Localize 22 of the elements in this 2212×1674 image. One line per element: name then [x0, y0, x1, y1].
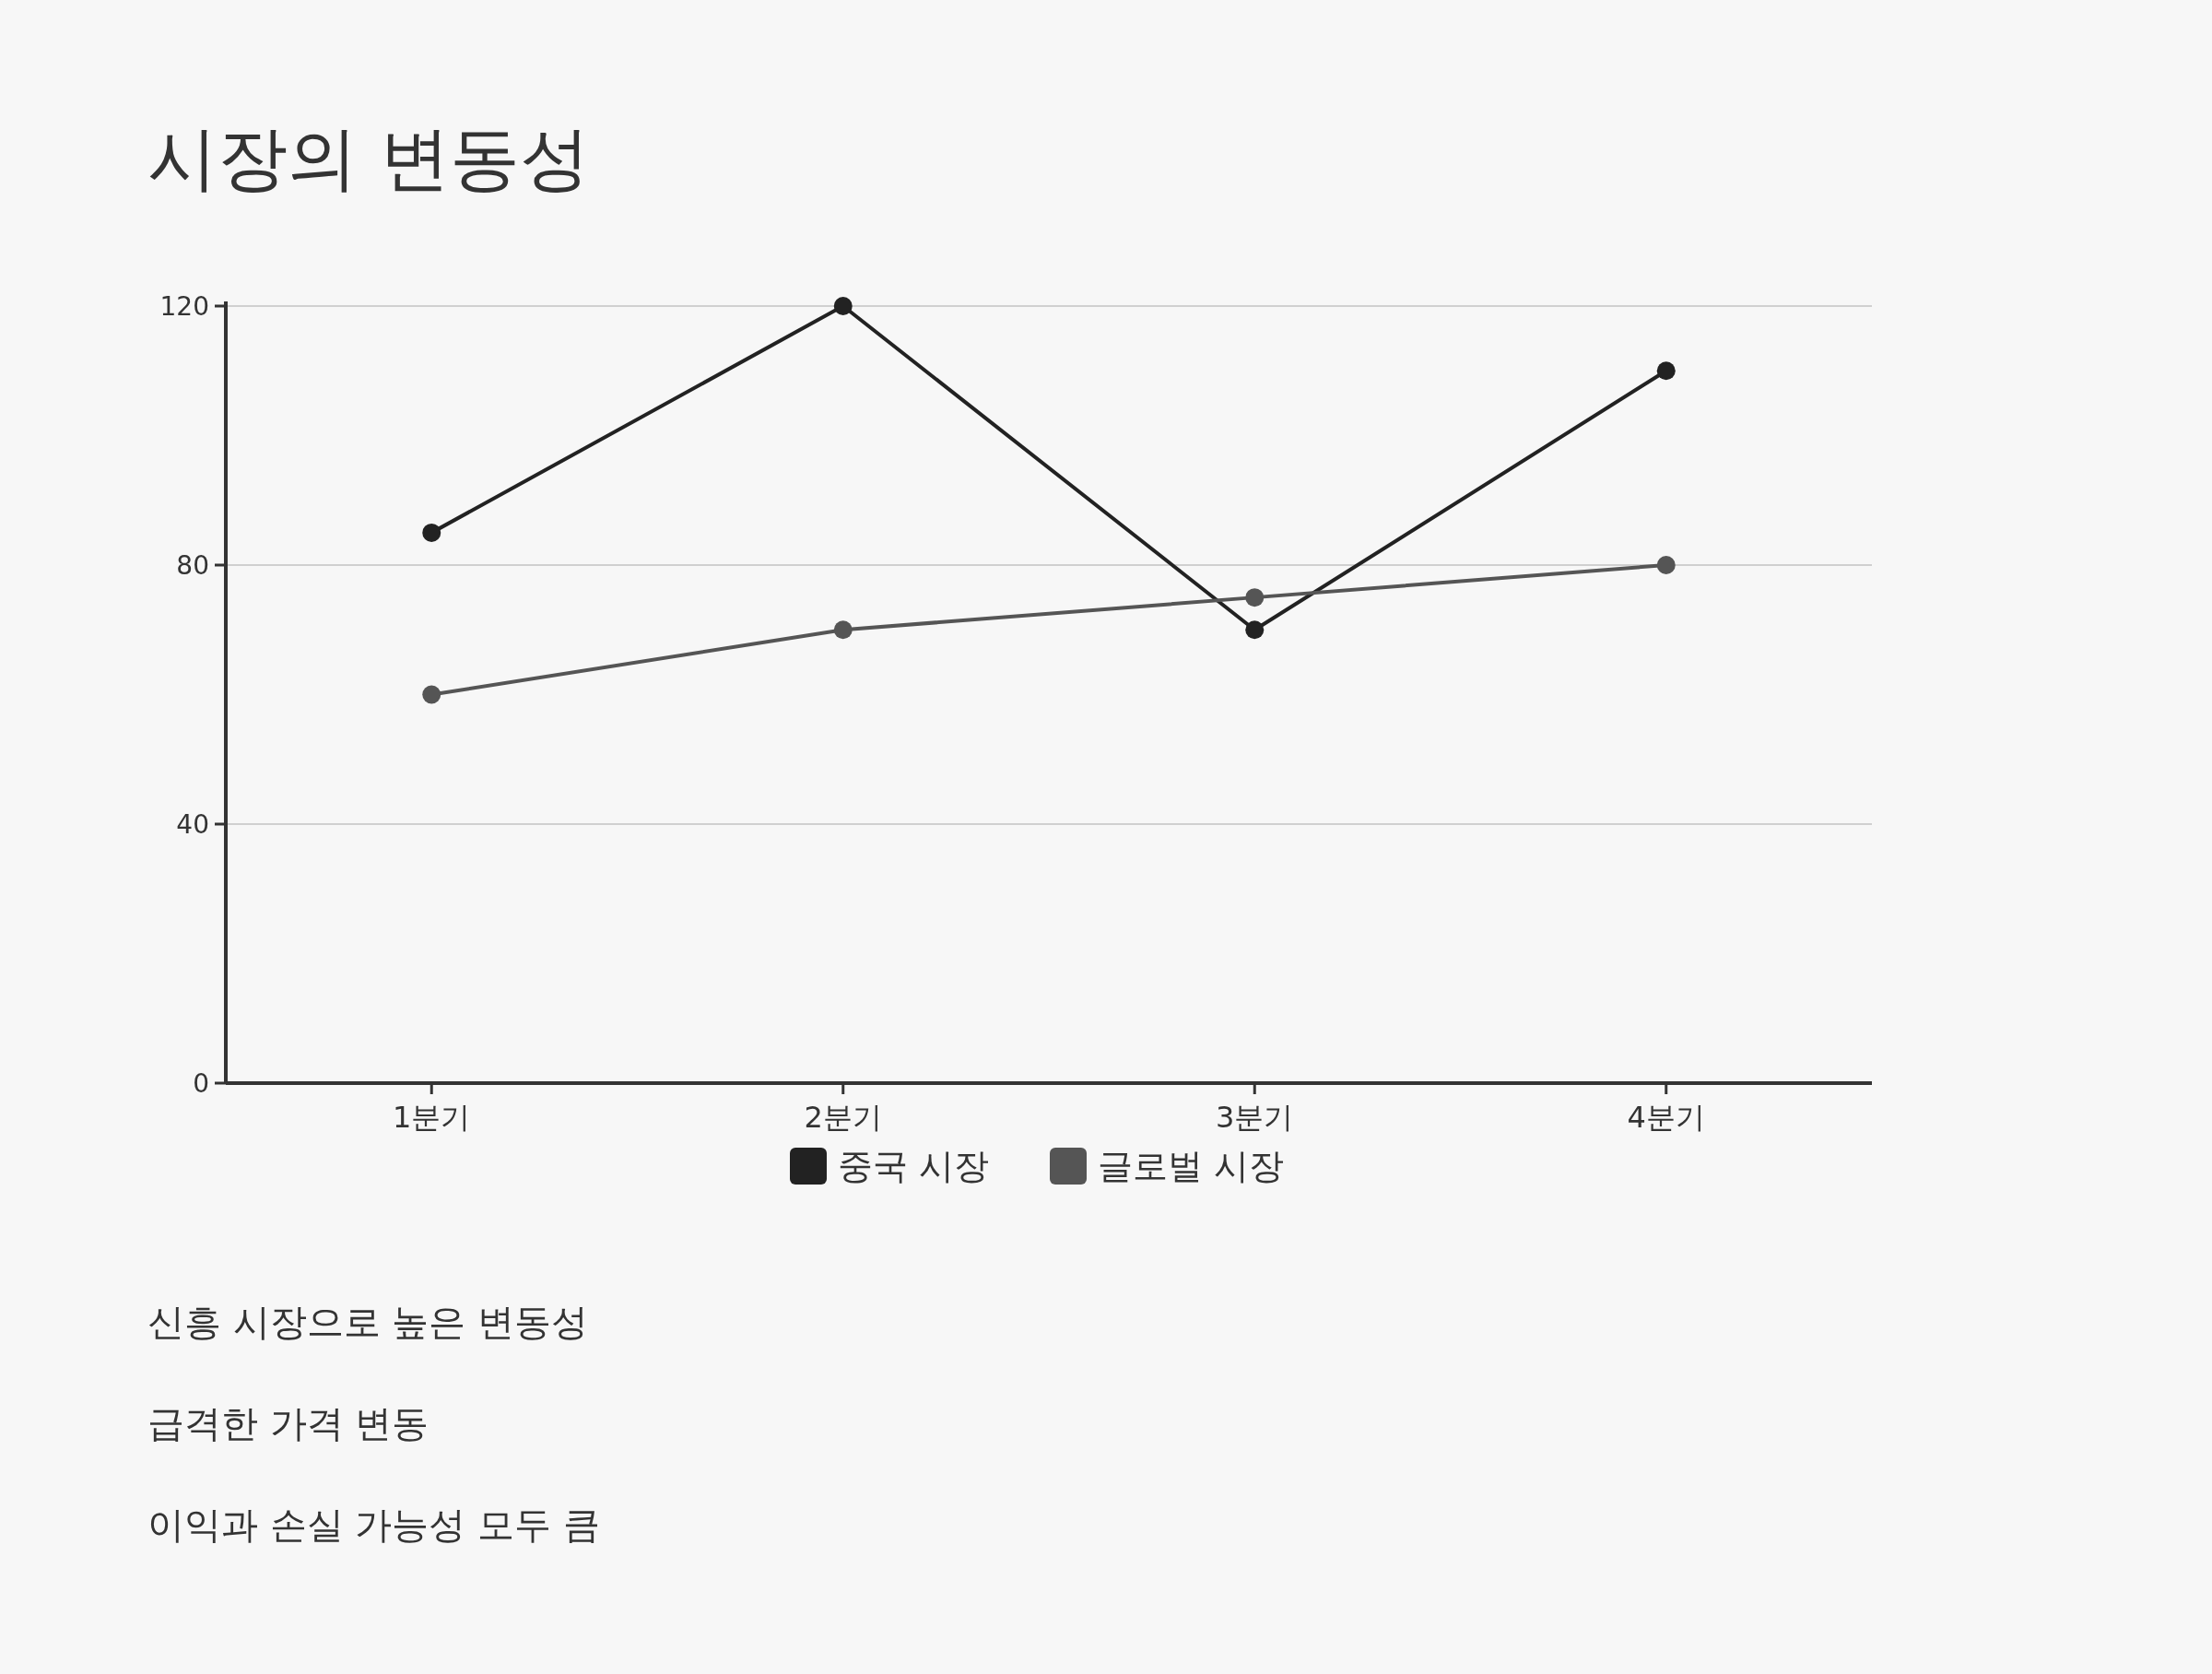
legend-label: 글로벌 시장: [1098, 1146, 1285, 1186]
x-tick-label: 3분기: [1216, 1100, 1294, 1135]
y-tick-label: 120: [159, 291, 209, 322]
point: [1245, 588, 1265, 607]
text: 이익과 손실 가능성 모두 큼: [147, 1503, 600, 1546]
x-tick-label: 4분기: [1627, 1100, 1705, 1135]
y-tick-label: 0: [193, 1068, 209, 1099]
y-tick-label: 40: [176, 809, 209, 840]
point: [1656, 361, 1676, 381]
text: 신흥 시장으로 높은 변동성: [147, 1301, 589, 1343]
chart-title: 시장의 변동성: [147, 117, 591, 199]
point: [833, 620, 853, 640]
x-tick-label: 1분기: [393, 1100, 471, 1135]
x-tick-label: 2분기: [804, 1100, 882, 1135]
legend-label: 중국 시장: [838, 1146, 990, 1186]
text: 급격한 가격 변동: [147, 1402, 429, 1444]
point: [1245, 620, 1265, 640]
point: [833, 297, 853, 315]
point: [422, 685, 441, 704]
point: [1656, 556, 1676, 574]
y-tick-label: 80: [176, 550, 209, 581]
point: [422, 523, 441, 542]
